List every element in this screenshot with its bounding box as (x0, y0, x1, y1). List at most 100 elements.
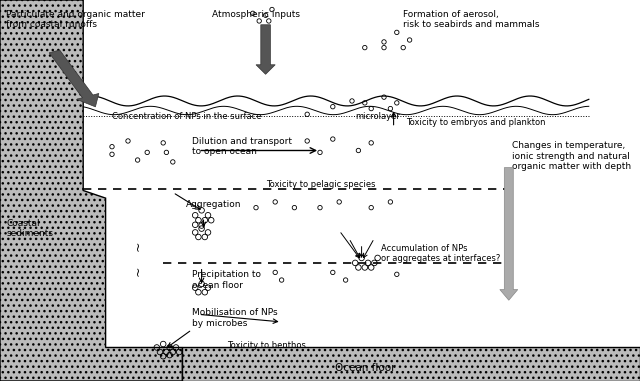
Point (356, 255, 367, 261)
Point (353, 147, 364, 154)
Point (260, 12, 271, 18)
Point (264, 18, 274, 24)
Point (392, 100, 402, 106)
Text: Aggregation: Aggregation (186, 200, 241, 209)
Point (404, 37, 415, 43)
Point (200, 289, 210, 295)
Point (168, 159, 178, 165)
Point (132, 157, 143, 163)
Polygon shape (182, 347, 640, 381)
FancyArrow shape (49, 50, 99, 107)
Point (248, 10, 258, 16)
Point (200, 217, 210, 223)
Text: Mobilisation of NPs
by microbes: Mobilisation of NPs by microbes (192, 309, 278, 328)
Point (334, 199, 344, 205)
Point (196, 223, 207, 229)
Point (328, 136, 338, 142)
Point (193, 217, 204, 223)
Point (366, 106, 376, 112)
Point (276, 277, 287, 283)
Point (168, 349, 178, 355)
Point (107, 144, 117, 150)
Point (190, 222, 200, 228)
Text: Toxicity to embryos and plankton: Toxicity to embryos and plankton (406, 118, 546, 127)
Point (366, 140, 376, 146)
Point (328, 104, 338, 110)
Point (190, 229, 200, 235)
Text: Toxicity to benthos: Toxicity to benthos (227, 341, 306, 350)
Point (270, 199, 280, 205)
Point (142, 149, 152, 155)
Point (353, 264, 364, 271)
Text: ~: ~ (131, 265, 144, 276)
Text: Toxicity to pelagic species: Toxicity to pelagic species (266, 180, 375, 189)
Point (254, 18, 264, 24)
Point (360, 264, 370, 271)
Text: Particulate and organic matter
from coastal runoffs: Particulate and organic matter from coas… (6, 10, 145, 29)
Text: Coastal
sediments: Coastal sediments (6, 219, 53, 238)
Point (174, 349, 184, 355)
Point (385, 199, 396, 205)
Point (267, 6, 277, 13)
Point (369, 260, 380, 266)
Point (158, 341, 168, 347)
Point (161, 349, 172, 355)
Polygon shape (0, 0, 182, 381)
Point (385, 106, 396, 112)
Point (203, 229, 213, 235)
Point (200, 234, 210, 240)
Point (302, 138, 312, 144)
Point (328, 269, 338, 275)
Point (171, 344, 181, 351)
Point (366, 264, 376, 271)
Point (270, 269, 280, 275)
Text: Dilution and transport
to open ocean: Dilution and transport to open ocean (192, 137, 292, 156)
FancyArrow shape (256, 25, 275, 74)
Point (379, 94, 389, 100)
Point (193, 234, 204, 240)
Text: Accumulation of NPs
or aggregates at interfaces?: Accumulation of NPs or aggregates at int… (381, 244, 500, 263)
Text: Ocean floor: Ocean floor (335, 363, 395, 373)
Point (347, 98, 357, 104)
Point (315, 205, 325, 211)
Point (196, 281, 207, 287)
Text: Precipitation to
ocean floor: Precipitation to ocean floor (192, 271, 261, 290)
Point (161, 149, 172, 155)
Text: ~: ~ (131, 240, 144, 251)
Point (379, 39, 389, 45)
Point (158, 140, 168, 146)
Text: Atmospheric inputs: Atmospheric inputs (212, 10, 300, 19)
FancyArrow shape (500, 168, 518, 300)
Text: microlayer: microlayer (355, 112, 400, 121)
Point (164, 344, 175, 351)
Point (366, 205, 376, 211)
Point (190, 285, 200, 291)
Text: Concentration of NPs in the surface: Concentration of NPs in the surface (112, 112, 262, 121)
Point (350, 260, 360, 266)
Point (340, 277, 351, 283)
Point (155, 349, 165, 355)
Point (392, 29, 402, 35)
Point (315, 149, 325, 155)
Point (196, 207, 207, 213)
Point (152, 344, 162, 351)
Point (392, 271, 402, 277)
Point (203, 212, 213, 218)
Point (251, 205, 261, 211)
Point (372, 255, 383, 261)
Point (360, 45, 370, 51)
Point (360, 100, 370, 106)
Point (164, 352, 175, 358)
Point (289, 205, 300, 211)
Point (206, 217, 216, 223)
Point (193, 289, 204, 295)
Point (203, 285, 213, 291)
Point (158, 353, 168, 359)
Point (123, 138, 133, 144)
Point (379, 45, 389, 51)
Point (302, 111, 312, 117)
Text: Changes in temperature,
ionic strength and natural
organic matter with depth: Changes in temperature, ionic strength a… (512, 141, 631, 171)
Point (363, 260, 373, 266)
Point (196, 226, 207, 232)
Point (107, 151, 117, 157)
